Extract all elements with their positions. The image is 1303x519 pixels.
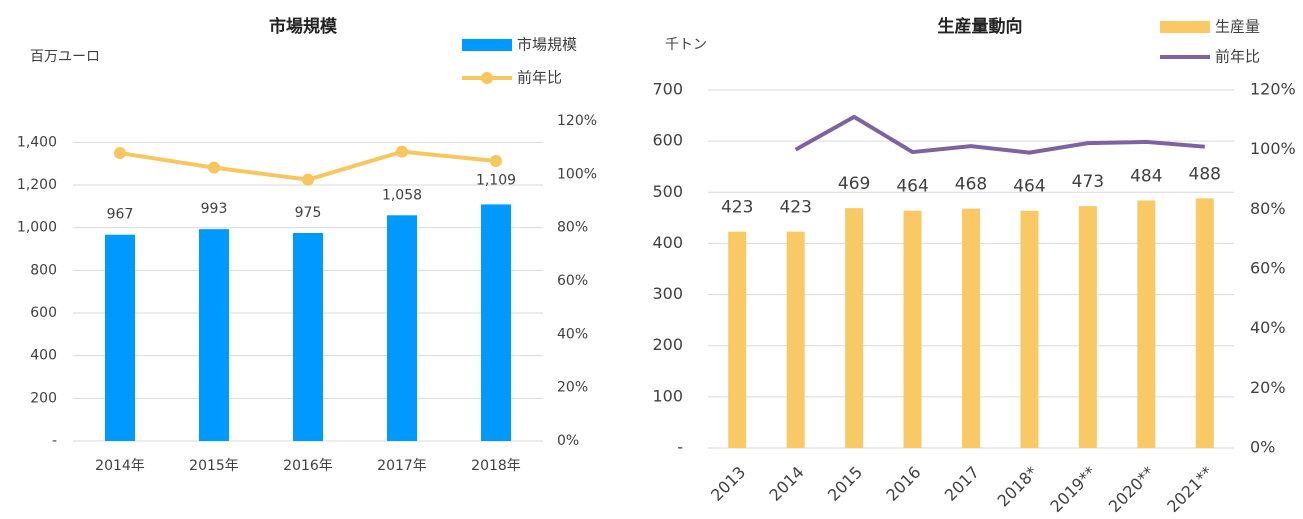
y-tick-label: 1,000	[17, 220, 57, 236]
data-label: 975	[295, 205, 322, 221]
legend-marker	[481, 72, 493, 84]
x-tick-label: 2018年	[471, 458, 521, 474]
y-tick-label: 600	[30, 305, 57, 321]
y2-tick-label: 20%	[557, 380, 588, 396]
y-tick-label: 600	[652, 131, 683, 150]
y-tick-label: 700	[652, 80, 683, 99]
x-tick-label: 2013	[707, 463, 749, 505]
chart-title: 市場規模	[269, 16, 338, 37]
bar	[1195, 198, 1214, 448]
data-label: 1,109	[476, 172, 516, 188]
line-marker	[208, 161, 220, 174]
bar	[1078, 206, 1097, 448]
y2-tick-label: 80%	[1250, 199, 1286, 218]
line-marker	[396, 145, 408, 158]
y2-tick-label: 0%	[1250, 438, 1275, 457]
data-label: 464	[1013, 177, 1045, 197]
data-label: 488	[1189, 164, 1221, 184]
data-label: 484	[1130, 166, 1162, 186]
bar	[481, 204, 511, 441]
bar	[903, 210, 922, 448]
x-tick-label: 2017	[941, 463, 983, 505]
data-label: 993	[201, 201, 228, 217]
data-label: 423	[779, 198, 811, 218]
chart-title: 生産量動向	[938, 16, 1023, 37]
y-axis-label: 百万ユーロ	[30, 49, 100, 65]
legend-label: 前年比	[1215, 48, 1260, 66]
data-label: 469	[838, 174, 870, 194]
bar	[1137, 200, 1156, 448]
legend-swatch	[1160, 21, 1210, 33]
x-tick-label: 2016年	[283, 458, 333, 474]
legend-label: 市場規模	[517, 36, 577, 54]
bar	[845, 208, 864, 448]
y-tick-label: 200	[652, 335, 683, 354]
legend-label: 生産量	[1215, 18, 1260, 36]
bar	[199, 229, 229, 441]
y-tick-label: 500	[652, 182, 683, 201]
x-tick-label: 2015年	[189, 458, 239, 474]
y-tick-label: -	[677, 438, 683, 457]
data-label: 464	[896, 177, 928, 197]
x-tick-label: 2016	[882, 463, 924, 505]
x-tick-label: 2020**	[1105, 463, 1159, 515]
y2-tick-label: 120%	[1250, 80, 1296, 99]
y-tick-label: 200	[30, 390, 57, 406]
y-tick-label: 1,400	[17, 134, 57, 150]
y2-tick-label: 20%	[1250, 378, 1286, 397]
bar	[387, 215, 417, 441]
data-label: 1,058	[382, 187, 422, 203]
bar	[105, 234, 135, 441]
y-axis-label: 千トン	[665, 37, 707, 53]
bar	[786, 231, 805, 448]
y2-tick-label: 60%	[557, 273, 588, 289]
bar	[1020, 210, 1039, 448]
x-tick-label: 2015	[824, 463, 866, 505]
line	[794, 114, 1205, 155]
x-tick-label: 2018*	[994, 463, 1042, 511]
data-label: 423	[721, 198, 753, 218]
x-tick-label: 2021**	[1163, 463, 1217, 515]
y-tick-label: -	[52, 433, 57, 449]
data-label: 468	[955, 175, 987, 195]
x-tick-label: 2019**	[1046, 463, 1100, 515]
y2-tick-label: 60%	[1250, 259, 1286, 278]
y2-tick-label: 40%	[557, 326, 588, 342]
y-tick-label: 400	[30, 348, 57, 364]
line-marker	[114, 147, 126, 159]
x-tick-label: 2017年	[377, 458, 427, 474]
y2-tick-label: 40%	[1250, 318, 1286, 337]
y-tick-label: 1,200	[17, 177, 57, 193]
y-tick-label: 400	[652, 233, 683, 252]
x-tick-label: 2014年	[95, 458, 145, 474]
legend-swatch	[462, 39, 512, 51]
bar	[728, 231, 747, 448]
y2-tick-label: 0%	[557, 433, 579, 449]
y2-tick-label: 100%	[557, 166, 597, 182]
bar	[293, 233, 323, 441]
y2-tick-label: 80%	[557, 220, 588, 236]
data-label: 967	[107, 207, 134, 223]
line-marker	[490, 155, 502, 167]
data-label: 473	[1072, 172, 1104, 192]
y2-tick-label: 100%	[1250, 139, 1296, 158]
y-tick-label: 800	[30, 262, 57, 278]
y2-tick-label: 120%	[557, 113, 597, 129]
legend-label: 前年比	[517, 69, 562, 87]
y-tick-label: 100	[652, 386, 683, 405]
bar	[962, 208, 980, 448]
line-marker	[302, 173, 314, 186]
y-tick-label: 300	[652, 284, 683, 303]
x-tick-label: 2014	[765, 463, 807, 505]
